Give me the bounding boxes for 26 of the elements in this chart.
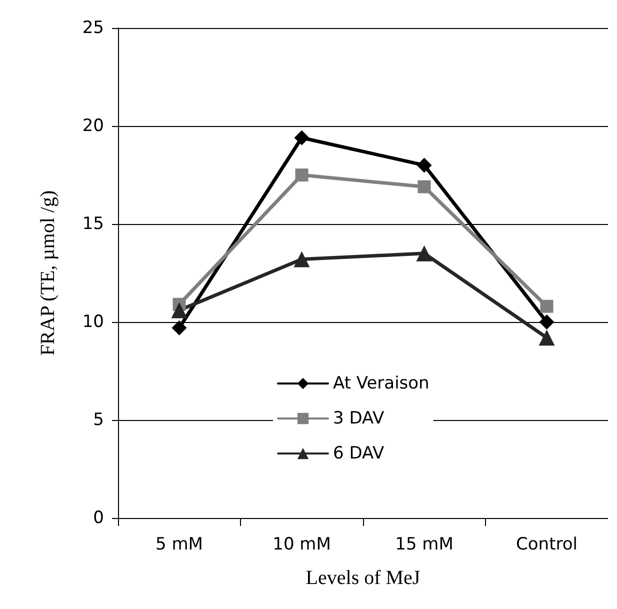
x-tick-label: Control xyxy=(516,534,578,554)
y-tick-label: 25 xyxy=(82,18,104,38)
point xyxy=(539,314,554,330)
point xyxy=(416,245,432,262)
legend-label: At Veraison xyxy=(333,374,430,394)
x-tick-label: 15 mM xyxy=(395,534,454,554)
y-tick-label: 15 xyxy=(82,214,104,234)
y-tick-label: 10 xyxy=(82,312,104,332)
point xyxy=(172,320,187,336)
x-axis-title: Levels of MeJ xyxy=(306,567,420,589)
point xyxy=(538,330,555,346)
legend-label: 6 DAV xyxy=(333,444,385,464)
legend-label: 3 DAV xyxy=(333,408,385,428)
x-tick-label: 5 mM xyxy=(156,534,203,554)
y-tick-label: 20 xyxy=(82,116,104,136)
point xyxy=(294,130,310,146)
point xyxy=(294,251,310,268)
y-tick-label: 0 xyxy=(93,508,104,528)
point xyxy=(418,180,431,194)
y-tick-label: 5 xyxy=(93,410,104,430)
x-tick-label: 10 mM xyxy=(272,534,331,554)
point xyxy=(540,300,554,313)
point xyxy=(171,302,188,318)
point xyxy=(416,158,432,173)
y-axis-title: FRAP (TE, µmol /g) xyxy=(37,190,59,356)
point xyxy=(295,168,308,182)
